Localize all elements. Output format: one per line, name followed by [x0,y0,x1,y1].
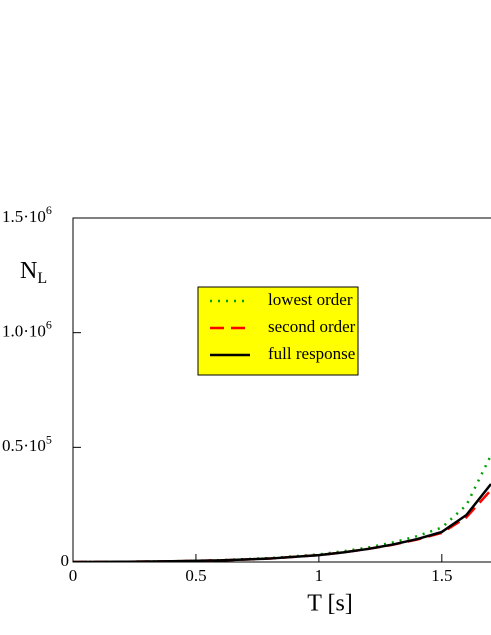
y-tick-label: 1.0·106 [2,317,52,340]
x-tick-label: 0.5 [185,566,206,585]
y-tick-label: 0 [61,551,70,570]
plot-frame [72,217,491,563]
y-tick-exponent: 6 [46,203,52,217]
x-axis-label: T [s] [307,591,353,617]
x-tick-label: 0 [69,566,78,585]
x-tick-label: 1 [315,566,324,585]
y-axis-label-sub: L [37,270,47,287]
y-tick-label: 1.5·106 [2,203,52,226]
y-tick-exponent: 6 [46,317,52,331]
legend-label: second order [268,317,356,336]
legend: lowest order second order full response [197,286,359,376]
legend-label: lowest order [268,290,353,309]
series-line [73,483,491,562]
y-tick-exponent: 5 [46,432,52,446]
y-axis-label-main: N [20,258,37,284]
y-axis-label: NL [20,258,47,287]
x-tick-label: 1.5 [431,566,452,585]
legend-box [197,286,359,376]
legend-label: full response [268,344,355,363]
series-line [73,489,491,562]
series-line [73,454,491,562]
y-tick-label: 0.5·105 [2,432,52,455]
